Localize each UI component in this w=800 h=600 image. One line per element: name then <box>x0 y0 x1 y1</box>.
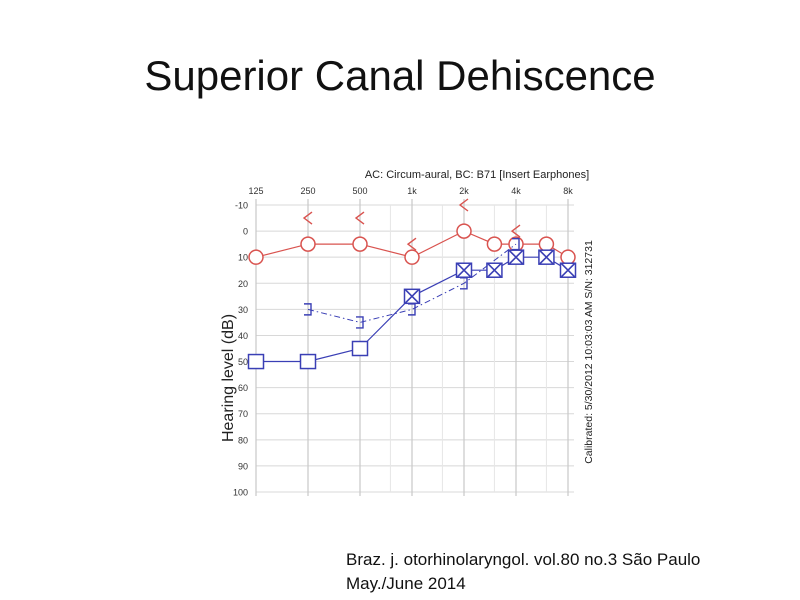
x-tick-label: 2k <box>459 186 469 196</box>
y-tick-label: 70 <box>238 409 248 419</box>
marker-circle <box>538 236 555 252</box>
y-tick-label: 20 <box>238 279 248 289</box>
x-tick-label: 4k <box>511 186 521 196</box>
chart-title: AC: Circum-aural, BC: B71 [Insert Earpho… <box>365 169 589 181</box>
x-tick-label: 8k <box>563 186 573 196</box>
marker-square <box>247 353 265 370</box>
marker-right-bracket <box>460 277 468 290</box>
y-tick-label: 0 <box>243 227 248 237</box>
marker-square <box>351 340 369 357</box>
y-axis-label: Hearing level (dB) <box>220 314 237 442</box>
citation-line-1: Braz. j. otorhinolaryngol. vol.80 no.3 S… <box>346 550 701 569</box>
citation-line-2: May./June 2014 <box>346 574 466 593</box>
marker-circle <box>248 249 264 265</box>
y-tick-label: 60 <box>238 383 248 393</box>
y-tick-label: 50 <box>238 357 248 367</box>
marker-right-bracket <box>512 237 520 251</box>
marker-x <box>539 250 554 265</box>
marker-left-chevron <box>458 198 469 212</box>
marker-x <box>487 263 502 278</box>
y-tick-label: 40 <box>238 331 248 341</box>
audiogram-series <box>247 198 577 370</box>
marker-circle <box>456 223 472 239</box>
y-tick-label: 10 <box>238 253 248 263</box>
x-tick-label: 500 <box>352 186 367 196</box>
marker-circle <box>404 249 420 265</box>
y-tick-label: 100 <box>233 488 248 498</box>
x-tick-label: 250 <box>300 186 315 196</box>
slide-title: Superior Canal Dehiscence <box>144 52 656 99</box>
marker-circle <box>300 236 316 252</box>
marker-right-bracket <box>304 303 312 316</box>
marker-circle <box>352 236 368 252</box>
marker-x <box>404 289 420 304</box>
x-tick-label: 1k <box>407 186 417 196</box>
x-tick-label: 125 <box>248 186 263 196</box>
marker-right-bracket <box>408 303 416 316</box>
y-tick-label: 30 <box>238 305 248 315</box>
marker-left-chevron <box>406 237 417 251</box>
audiogram-ticks: -10 0 10 20 30 40 50 60 70 80 90 100 125 250 500 1k 2k 4k… <box>233 186 573 498</box>
marker-left-chevron <box>510 224 521 238</box>
marker-x <box>508 250 524 265</box>
marker-x <box>456 263 472 278</box>
marker-left-chevron <box>302 211 313 225</box>
marker-left-chevron <box>354 211 365 225</box>
y-tick-label: 90 <box>238 461 248 471</box>
marker-right-bracket <box>356 316 364 329</box>
citation: Braz. j. otorhinolaryngol. vol.80 no.3 S… <box>346 548 700 596</box>
calibration-note: Calibrated: 5/30/2012 10:03:03 AM S/N: 3… <box>583 240 595 464</box>
marker-square <box>299 353 317 370</box>
marker-circle <box>560 249 576 265</box>
marker-circle <box>486 236 503 252</box>
y-tick-label: 80 <box>238 435 248 445</box>
marker-x <box>560 263 576 278</box>
y-tick-label: -10 <box>235 201 248 211</box>
